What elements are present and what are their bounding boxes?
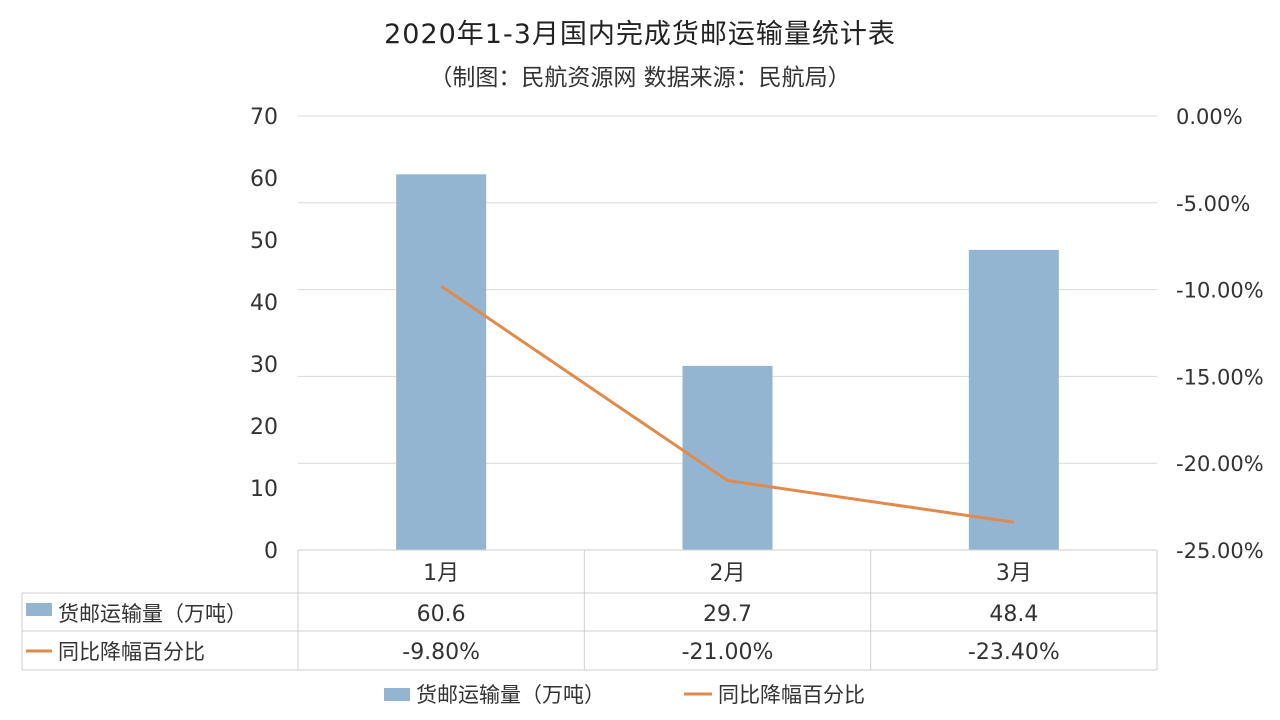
bar <box>682 365 773 550</box>
y-right-tick-label: -25.00% <box>1176 539 1264 563</box>
chart-title: 2020年1-3月国内完成货邮运输量统计表 <box>384 19 896 50</box>
table-cell-value: -23.40% <box>968 640 1060 665</box>
legend-swatch-bar <box>384 688 410 701</box>
bar <box>396 174 487 550</box>
table-cell-value: -9.80% <box>402 640 480 665</box>
y-right-tick-label: -15.00% <box>1176 365 1264 389</box>
y-left-tick-label: 70 <box>250 105 278 130</box>
legend-label: 同比降幅百分比 <box>718 683 865 707</box>
table-legend-swatch-bar <box>26 603 52 616</box>
y-left-tick-label: 20 <box>250 415 278 440</box>
chart-subtitle: （制图：民航资源网 数据来源：民航局） <box>429 65 851 91</box>
y-left-tick-label: 0 <box>264 539 278 564</box>
table-cell-value: -21.00% <box>682 640 774 665</box>
y-right-tick-label: -20.00% <box>1176 452 1264 476</box>
x-tick-label: 1月 <box>423 561 459 586</box>
table-series-name: 货邮运输量（万吨） <box>58 602 247 626</box>
x-tick-label: 2月 <box>710 561 746 586</box>
y-left-tick-label: 50 <box>250 229 278 254</box>
table-cell-value: 48.4 <box>989 602 1038 627</box>
y-right-tick-label: 0.00% <box>1176 105 1243 129</box>
y-left-tick-label: 40 <box>250 291 278 316</box>
table-cell-value: 60.6 <box>417 602 466 627</box>
y-right-tick-label: -5.00% <box>1176 192 1250 216</box>
y-right-tick-label: -10.00% <box>1176 279 1264 303</box>
bar <box>968 249 1059 551</box>
series-line <box>440 284 1015 524</box>
y-left-tick-label: 60 <box>250 167 278 192</box>
legend-label: 货邮运输量（万吨） <box>416 683 605 707</box>
y-left-tick-label: 30 <box>250 353 278 378</box>
x-tick-label: 3月 <box>996 561 1032 586</box>
y-left-tick-label: 10 <box>250 477 278 502</box>
table-series-name: 同比降幅百分比 <box>58 640 205 664</box>
table-cell-value: 29.7 <box>703 602 752 627</box>
